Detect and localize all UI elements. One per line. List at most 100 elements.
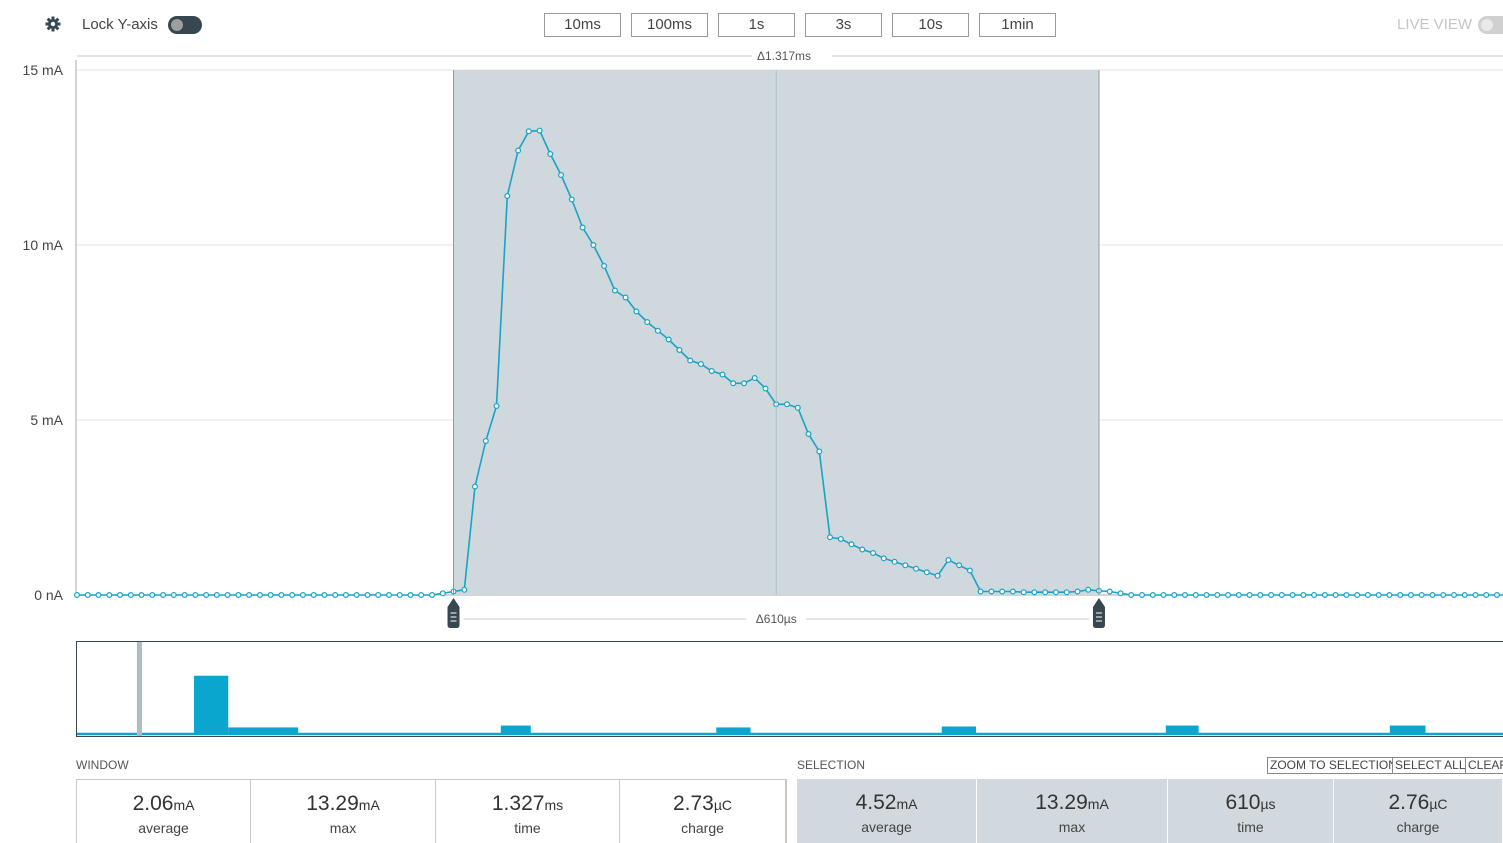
data-point (558, 172, 565, 179)
selection-end-handle[interactable] (1092, 598, 1105, 628)
data-point (1225, 591, 1232, 598)
settings-gear-icon[interactable] (45, 16, 61, 32)
data-point (1321, 591, 1328, 598)
data-point (418, 591, 425, 598)
stat-value: 2.76µC (1334, 791, 1502, 815)
data-point (1472, 591, 1479, 598)
data-point (407, 591, 414, 598)
stat-value: 610µs (1168, 791, 1333, 815)
data-point (934, 572, 941, 579)
data-point (1203, 591, 1210, 598)
data-point (267, 591, 274, 598)
data-point (590, 242, 597, 249)
stat-number: 610 (1225, 791, 1261, 814)
data-point (1418, 591, 1425, 598)
y-axis-labels: 15 mA 10 mA 5 mA 0 nA (23, 62, 64, 603)
data-point (1052, 589, 1059, 596)
data-point (977, 588, 984, 595)
data-point (116, 591, 123, 598)
selection-start-handle[interactable] (447, 598, 460, 628)
data-point (1171, 591, 1178, 598)
data-point (923, 569, 930, 576)
time-button-1s[interactable]: 1s (718, 13, 795, 37)
window-section-title: WINDOW (76, 758, 129, 772)
y-tick-label: 5 mA (30, 412, 63, 428)
data-point (1246, 591, 1253, 598)
time-button-3s[interactable]: 3s (805, 13, 882, 37)
selection-stat-charge: 2.76µC charge (1334, 779, 1503, 843)
data-point (622, 294, 629, 301)
data-point (913, 565, 920, 572)
data-point (235, 591, 242, 598)
select-all-button[interactable]: SELECT ALL (1392, 757, 1469, 774)
time-button-10s[interactable]: 10s (892, 13, 969, 37)
time-button-1min[interactable]: 1min (979, 13, 1056, 37)
data-point (429, 591, 436, 598)
data-point (848, 541, 855, 548)
data-point (213, 591, 220, 598)
stat-unit: µs (1260, 796, 1276, 812)
stat-value: 2.73µC (620, 792, 785, 816)
data-point (170, 591, 177, 598)
overview-pulse (228, 727, 299, 734)
data-point (547, 150, 554, 157)
sample-points (73, 127, 1500, 598)
window-stat-max: 13.29mA max (251, 780, 436, 843)
data-point (1278, 591, 1285, 598)
data-point (601, 263, 608, 270)
stat-number: 13.29 (1035, 791, 1088, 814)
time-button-10ms[interactable]: 10ms (544, 13, 621, 37)
lock-y-axis-toggle[interactable] (168, 16, 202, 34)
time-button-100ms[interactable]: 100ms (631, 13, 708, 37)
data-point (73, 591, 80, 598)
data-point (482, 438, 489, 445)
data-point (740, 380, 747, 387)
data-point (1138, 591, 1145, 598)
data-point (676, 347, 683, 354)
current-chart[interactable]: 15 mA 10 mA 5 mA 0 nA Δ1.317ms Δ610µs (0, 40, 1503, 640)
data-point (697, 361, 704, 368)
data-point (708, 368, 715, 375)
stat-label: average (138, 820, 189, 836)
window-stat-charge: 2.73µC charge (620, 780, 786, 843)
zoom-to-selection-button[interactable]: ZOOM TO SELECTION (1267, 757, 1400, 774)
data-point (966, 567, 973, 574)
toggle-knob (171, 19, 183, 31)
data-point (762, 385, 769, 392)
stat-label: time (514, 820, 541, 836)
toggle-knob (1481, 19, 1493, 31)
live-view-toggle[interactable] (1478, 16, 1503, 34)
stat-label: max (329, 820, 357, 836)
data-point (1440, 591, 1447, 598)
data-point (1020, 589, 1027, 596)
data-point (84, 591, 91, 598)
overview-timeline[interactable] (76, 641, 1503, 737)
data-point (1354, 591, 1361, 598)
data-point (95, 591, 102, 598)
stat-unit: ms (544, 797, 564, 813)
data-point (794, 404, 801, 411)
overview-pulse (500, 725, 531, 734)
selection-section-title: SELECTION (797, 758, 866, 772)
data-point (783, 401, 790, 408)
stat-value: 13.29mA (977, 791, 1167, 815)
data-point (633, 308, 640, 315)
overview-window-marker[interactable] (136, 642, 142, 736)
selection-stat-time: 610µs time (1168, 779, 1334, 843)
data-point (1386, 591, 1393, 598)
data-point (956, 562, 963, 569)
stat-number: 1.327 (491, 792, 545, 815)
data-point (719, 371, 726, 378)
data-point (665, 336, 672, 343)
data-point (246, 591, 253, 598)
data-point (1128, 591, 1135, 598)
data-point (342, 591, 349, 598)
data-point (439, 590, 446, 597)
data-point (1106, 588, 1113, 595)
data-point (891, 558, 898, 565)
data-point (289, 591, 296, 598)
data-point (192, 591, 199, 598)
selection-duration-label: Δ610µs (756, 612, 797, 626)
data-point (396, 591, 403, 598)
clear-button[interactable]: CLEAR (1465, 757, 1503, 774)
